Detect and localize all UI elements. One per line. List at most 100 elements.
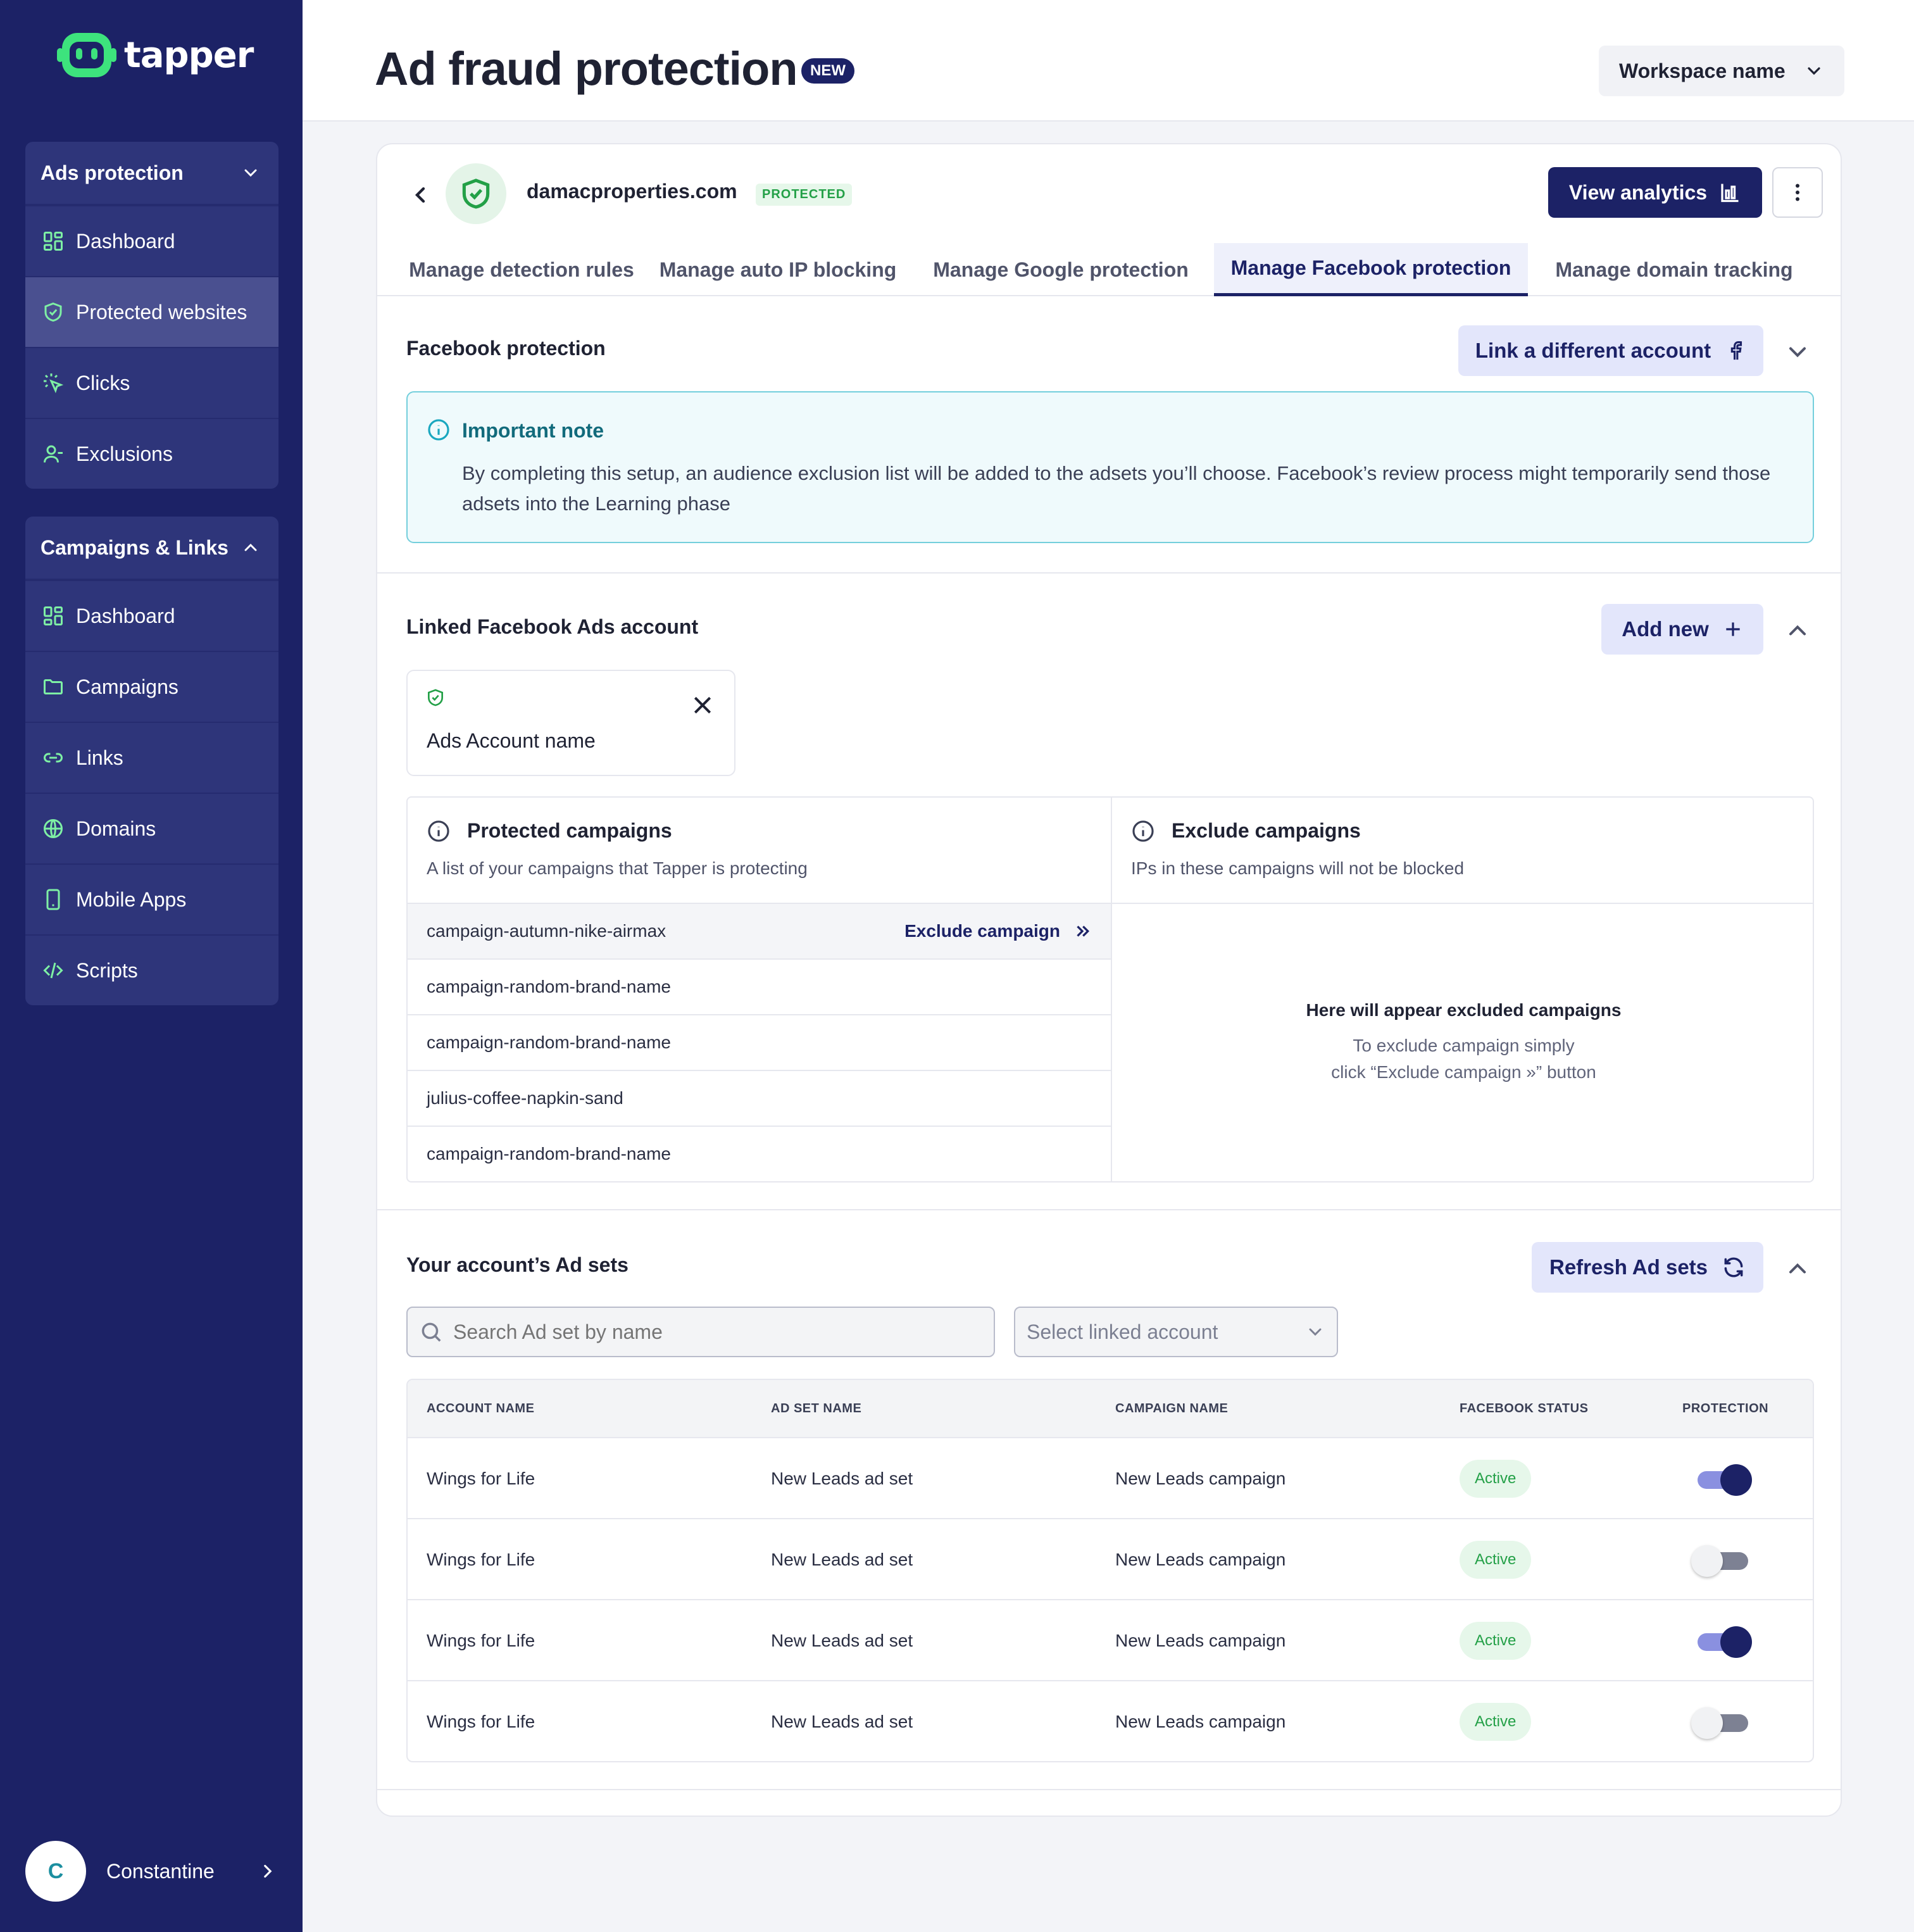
status-badge: Active (1460, 1460, 1532, 1498)
excluded-campaigns-column: Exclude campaigns IPs in these campaigns… (1111, 798, 1813, 1181)
sidebar-item-mobile-apps[interactable]: Mobile Apps (25, 863, 278, 934)
info-icon (428, 820, 449, 842)
protection-toggle[interactable] (1695, 1463, 1752, 1496)
section-divider (377, 1209, 1841, 1210)
code-icon (41, 958, 66, 983)
list-item[interactable]: campaign-random-brand-name (408, 958, 1111, 1014)
protected-campaigns-column: Protected campaigns A list of your campa… (408, 798, 1111, 1181)
facebook-protection-title: Facebook protection (406, 337, 606, 360)
nav-group-ads-protection: Ads protection Dashboard Protected websi… (25, 142, 278, 489)
collapse-adsets-chevron-up-icon[interactable] (1784, 1255, 1811, 1283)
chevron-right-icon (264, 1864, 272, 1878)
campaign-name-cell: New Leads campaign (1115, 1469, 1286, 1488)
refresh-ad-sets-button[interactable]: Refresh Ad sets (1532, 1242, 1763, 1293)
new-badge: NEW (801, 58, 854, 84)
refresh-icon (1724, 1257, 1743, 1277)
campaign-name: campaign-random-brand-name (427, 977, 671, 996)
sidebar-item-campaigns[interactable]: Campaigns (25, 651, 278, 722)
ad-set-name-cell: New Leads ad set (771, 1631, 913, 1650)
search-input[interactable] (453, 1320, 972, 1344)
divider (1112, 903, 1813, 904)
select-linked-account[interactable]: Select linked account (1014, 1307, 1338, 1357)
sidebar-item-label: Campaigns (76, 675, 178, 698)
sidebar-item-label: Mobile Apps (76, 888, 187, 911)
status-badge: PROTECTED (756, 184, 853, 206)
ad-set-name-cell: New Leads ad set (771, 1469, 913, 1488)
more-options-button[interactable] (1772, 167, 1823, 218)
ads-account-card: Ads Account name (406, 670, 735, 776)
sidebar-item-clicks[interactable]: Clicks (25, 347, 278, 418)
shield-icon (41, 299, 66, 325)
nav-group-toggle-campaigns-links[interactable]: Campaigns & Links (25, 517, 278, 580)
account-name-cell: Wings for Life (427, 1550, 535, 1569)
close-icon[interactable] (690, 693, 715, 718)
top-bar: Ad fraud protection NEW Workspace name (303, 0, 1914, 122)
workspace-selector[interactable]: Workspace name (1599, 46, 1844, 96)
sidebar-item-label: Domains (76, 817, 156, 840)
sidebar-item-protected-websites[interactable]: Protected websites (25, 276, 278, 347)
section-divider (377, 1789, 1841, 1790)
sidebar-item-exclusions[interactable]: Exclusions (25, 418, 278, 489)
tab-detection-rules[interactable]: Manage detection rules (409, 258, 634, 281)
globe-icon (41, 816, 66, 841)
sidebar-item-label: Dashboard (76, 229, 175, 253)
shield-check-icon (428, 689, 443, 706)
table-row: Wings for Life New Leads ad set New Lead… (408, 1518, 1813, 1599)
exclude-campaign-button[interactable]: Exclude campaign (904, 921, 1092, 941)
campaign-name: campaign-random-brand-name (427, 1032, 671, 1052)
tab-bar: Manage detection rules Manage auto IP bl… (377, 243, 1841, 296)
list-item[interactable]: campaign-random-brand-name (408, 1126, 1111, 1181)
nav-group-toggle-ads-protection[interactable]: Ads protection (25, 142, 278, 205)
sidebar-item-dashboard[interactable]: Dashboard (25, 205, 278, 276)
sidebar-item-dashboard[interactable]: Dashboard (25, 580, 278, 651)
tab-google-protection[interactable]: Manage Google protection (933, 258, 1189, 281)
folder-icon (41, 674, 66, 699)
more-vertical-icon (1796, 184, 1799, 201)
tab-domain-tracking[interactable]: Manage domain tracking (1555, 258, 1793, 281)
nav-group-campaigns-links: Campaigns & Links Dashboard Campaigns Li… (25, 517, 278, 1005)
sidebar-item-label: Clicks (76, 371, 130, 394)
excluded-campaigns-subtitle: IPs in these campaigns will not be block… (1131, 858, 1465, 878)
campaign-name: julius-coffee-napkin-sand (427, 1088, 623, 1108)
collapse-linked-chevron-up-icon[interactable] (1784, 617, 1811, 644)
protected-campaigns-title: Protected campaigns (467, 819, 672, 842)
sidebar-item-label: Exclusions (76, 442, 173, 465)
protection-toggle[interactable] (1691, 1706, 1752, 1739)
add-new-button[interactable]: Add new (1601, 604, 1763, 655)
tab-auto-ip-blocking[interactable]: Manage auto IP blocking (659, 258, 897, 281)
view-analytics-button[interactable]: View analytics (1548, 167, 1762, 218)
campaign-name: campaign-random-brand-name (427, 1144, 671, 1164)
status-badge: Active (1460, 1541, 1532, 1579)
list-item[interactable]: campaign-autumn-nike-airmax Exclude camp… (408, 903, 1111, 958)
chevron-down-icon (244, 169, 257, 177)
protection-toggle[interactable] (1695, 1625, 1752, 1658)
user-name: Constantine (106, 1859, 215, 1883)
column-header-status: FACEBOOK STATUS (1460, 1401, 1589, 1415)
chevron-down-icon (1808, 67, 1820, 75)
tab-facebook-protection[interactable]: Manage Facebook protection (1214, 243, 1528, 296)
note-title: Important note (462, 419, 604, 442)
back-arrow-icon[interactable] (408, 182, 433, 208)
info-icon (428, 419, 449, 441)
sidebar-item-scripts[interactable]: Scripts (25, 934, 278, 1005)
workspace-name: Workspace name (1619, 59, 1786, 82)
collapse-facebook-chevron-down-icon[interactable] (1784, 338, 1811, 366)
sidebar-item-links[interactable]: Links (25, 722, 278, 793)
phone-icon (41, 887, 66, 912)
table-row: Wings for Life New Leads ad set New Lead… (408, 1680, 1813, 1761)
select-placeholder: Select linked account (1027, 1320, 1218, 1343)
user-menu[interactable]: C Constantine (25, 1841, 278, 1902)
link-account-label: Link a different account (1475, 339, 1711, 362)
protection-toggle[interactable] (1691, 1544, 1752, 1577)
add-new-label: Add new (1622, 617, 1709, 641)
search-ad-set-field[interactable] (406, 1307, 995, 1357)
sidebar-item-domains[interactable]: Domains (25, 793, 278, 863)
dashboard-icon (41, 603, 66, 629)
account-name-cell: Wings for Life (427, 1631, 535, 1650)
list-item[interactable]: campaign-random-brand-name (408, 1014, 1111, 1070)
tapper-logo[interactable]: tapper (57, 29, 254, 81)
section-divider (377, 572, 1841, 574)
link-different-account-button[interactable]: Link a different account (1458, 325, 1763, 376)
campaigns-panel: Protected campaigns A list of your campa… (406, 796, 1814, 1182)
list-item[interactable]: julius-coffee-napkin-sand (408, 1070, 1111, 1126)
